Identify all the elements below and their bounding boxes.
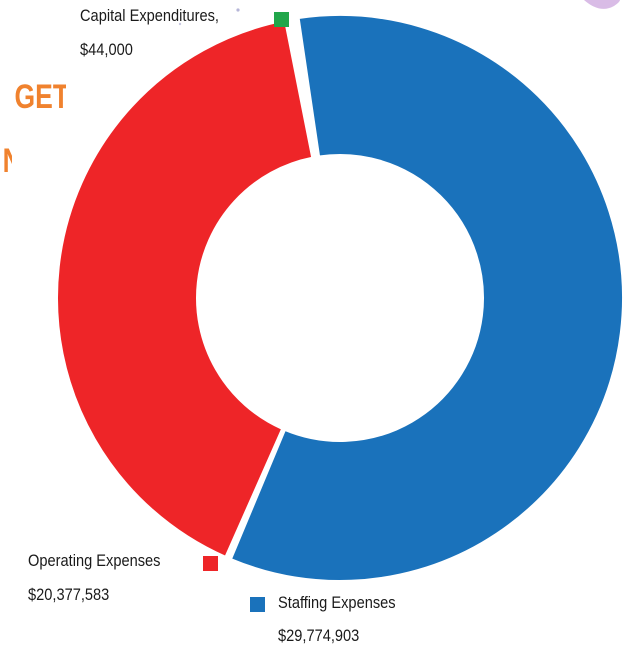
slice-label-capital: Capital Expenditures, xyxy=(80,6,219,25)
heading-fragment-top: GET xyxy=(14,80,66,114)
legend-swatch-operating xyxy=(203,556,218,571)
corner-decoration xyxy=(584,0,620,9)
legend-swatch-staffing xyxy=(250,597,265,612)
heading-fragment-bottom: N xyxy=(3,144,12,178)
slice-label-operating: Operating Expenses xyxy=(28,551,161,570)
slice-operating xyxy=(56,19,314,559)
slice-value-capital: $44,000 xyxy=(80,40,133,59)
slice-staffing xyxy=(229,14,624,582)
slice-value-staffing: $29,774,903 xyxy=(278,626,360,645)
slice-value-operating: $20,377,583 xyxy=(28,585,110,604)
legend-swatch-capital xyxy=(274,12,289,27)
slice-label-staffing: Staffing Expenses xyxy=(278,593,396,612)
slice-capital xyxy=(289,17,318,159)
